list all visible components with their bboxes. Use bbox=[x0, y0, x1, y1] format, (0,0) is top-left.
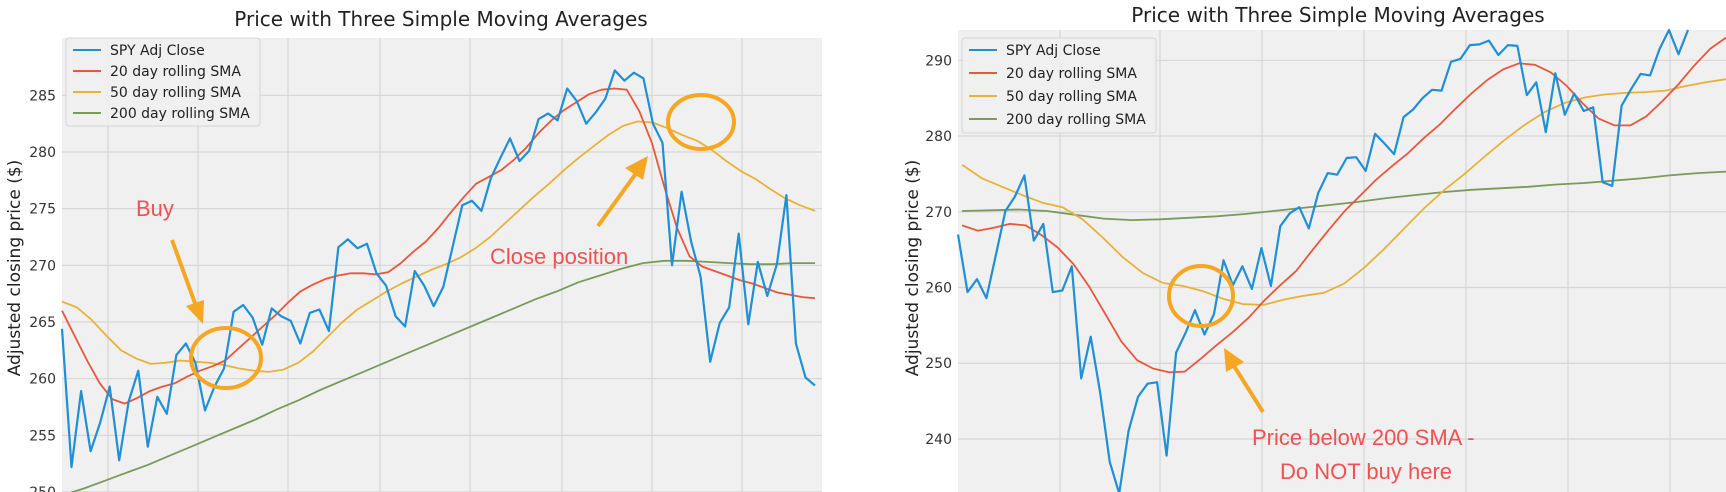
legend-label: 50 day rolling SMA bbox=[1006, 89, 1137, 105]
grid-right bbox=[958, 30, 1726, 492]
y-tick-label: 260 bbox=[29, 372, 56, 388]
legend-label: 200 day rolling SMA bbox=[1006, 112, 1146, 128]
series-line-200-day-rolling-sma bbox=[69, 259, 815, 492]
highlight-circle-close bbox=[666, 93, 736, 151]
y-tick-label: 285 bbox=[29, 88, 56, 104]
y-ticks-left: 250 255 260 265 270 275 280 285 bbox=[29, 88, 56, 492]
series-right bbox=[956, 28, 1726, 492]
chart-title-right: Price with Three Simple Moving Averages bbox=[1131, 3, 1544, 27]
y-axis-label-right: Adjusted closing price ($) bbox=[903, 160, 923, 377]
legend-label: 20 day rolling SMA bbox=[110, 64, 241, 80]
arrow-buy bbox=[170, 239, 204, 324]
y-axis-label-left: Adjusted closing price ($) bbox=[5, 160, 25, 377]
y-tick-label: 240 bbox=[925, 432, 952, 448]
y-tick-label: 250 bbox=[925, 356, 952, 372]
legend-label: 20 day rolling SMA bbox=[1006, 66, 1137, 82]
legend-label: 200 day rolling SMA bbox=[110, 106, 250, 122]
series-line-20-day-rolling-sma bbox=[961, 36, 1726, 374]
highlight-circle-200sma bbox=[1167, 264, 1235, 328]
series-line-200-day-rolling-sma bbox=[961, 170, 1726, 222]
y-tick-label: 290 bbox=[925, 53, 952, 69]
series-left bbox=[60, 69, 816, 492]
series-line-50-day-rolling-sma bbox=[961, 78, 1726, 306]
y-tick-label: 275 bbox=[29, 202, 56, 218]
chart-right: Price with Three Simple Moving Averages … bbox=[903, 3, 1726, 492]
highlight-circle-buy bbox=[189, 326, 263, 390]
series-line-spy-adj-close bbox=[956, 28, 1690, 492]
y-tick-label: 270 bbox=[925, 205, 952, 221]
y-tick-label: 265 bbox=[29, 315, 56, 331]
legend-label: SPY Adj Close bbox=[110, 43, 205, 59]
legend-right: SPY Adj Close 20 day rolling SMA 50 day … bbox=[961, 37, 1157, 134]
arrow-200sma bbox=[1224, 348, 1265, 414]
legend-left: SPY Adj Close 20 day rolling SMA 50 day … bbox=[65, 37, 261, 127]
y-tick-label: 270 bbox=[29, 258, 56, 274]
chart-left: Price with Three Simple Moving Averages … bbox=[5, 7, 822, 492]
chart-title-left: Price with Three Simple Moving Averages bbox=[234, 7, 647, 31]
series-line-spy-adj-close bbox=[60, 69, 816, 469]
arrow-close-position bbox=[596, 156, 648, 228]
annotation-do-not-buy: Do NOT buy here bbox=[1280, 459, 1452, 484]
annotation-buy: Buy bbox=[136, 196, 174, 221]
y-ticks-right: 240 250 260 270 280 290 bbox=[925, 53, 952, 448]
legend-label: 50 day rolling SMA bbox=[110, 85, 241, 101]
y-tick-label: 255 bbox=[29, 428, 56, 444]
annotation-close-position: Close position bbox=[490, 244, 628, 269]
y-tick-label: 280 bbox=[925, 129, 952, 145]
y-tick-label: 250 bbox=[29, 485, 56, 492]
annotation-price-below-200sma: Price below 200 SMA - bbox=[1252, 425, 1475, 450]
series-line-50-day-rolling-sma bbox=[61, 120, 816, 373]
legend-label: SPY Adj Close bbox=[1006, 43, 1101, 59]
y-tick-label: 280 bbox=[29, 145, 56, 161]
y-tick-label: 260 bbox=[925, 281, 952, 297]
series-line-20-day-rolling-sma bbox=[61, 87, 816, 405]
